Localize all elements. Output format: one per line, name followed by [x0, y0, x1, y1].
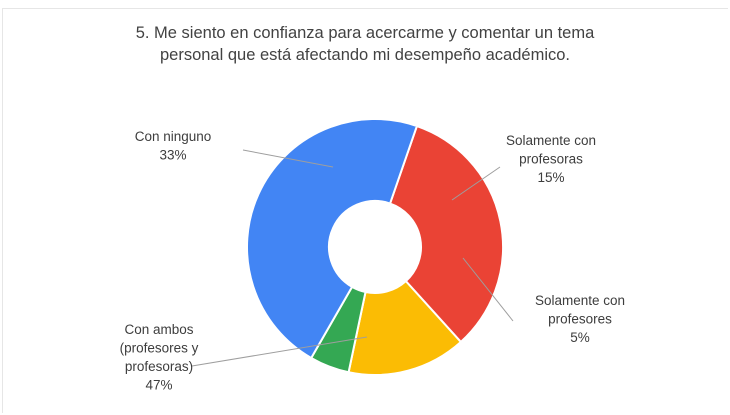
leader-line-0 — [242, 149, 334, 168]
slice-label-0: Con ninguno 33% — [135, 129, 212, 163]
chart-title: 5. Me siento en confianza para acercarme… — [0, 22, 730, 66]
slice-label-line-2-1: profesores — [548, 312, 612, 327]
slice-label-line-3-2: profesoras) — [125, 359, 193, 374]
slice-percent-1: 15% — [537, 170, 564, 185]
leader-lines — [191, 149, 514, 367]
slice-label-line-3-0: Con ambos — [124, 322, 193, 337]
chart-title-line-2: personal que está afectando mi desempeño… — [159, 46, 570, 64]
slice-labels: Con ninguno 33% Solamente con profesoras 15%… — [120, 129, 625, 393]
slice-label-1: Solamente con profesoras 15% — [506, 133, 596, 185]
donut-slices — [246, 118, 504, 376]
leader-line-1 — [451, 166, 501, 201]
slice-label-3: Con ambos (profesores y profesoras) 47% — [120, 322, 199, 393]
slice-label-line-3-1: (profesores y — [120, 341, 199, 356]
leader-line-2 — [462, 257, 514, 322]
slice-label-line-1-1: profesoras — [519, 152, 583, 167]
chart-title-line-1: 5. Me siento en confianza para acercarme… — [135, 24, 595, 42]
slice-label-line-1-0: Solamente con — [506, 133, 596, 148]
slice-percent-2: 5% — [570, 330, 590, 345]
donut-slice-3 — [246, 118, 419, 360]
donut-slice-0 — [388, 124, 504, 344]
slice-label-line-0-0: Con ninguno — [135, 129, 212, 144]
slice-percent-0: 33% — [159, 148, 186, 163]
slice-label-2: Solamente con profesores 5% — [535, 293, 625, 345]
leader-line-3 — [191, 336, 368, 367]
slice-label-line-2-0: Solamente con — [535, 293, 625, 308]
slice-percent-3: 47% — [145, 378, 172, 393]
donut-slice-1 — [347, 279, 463, 376]
